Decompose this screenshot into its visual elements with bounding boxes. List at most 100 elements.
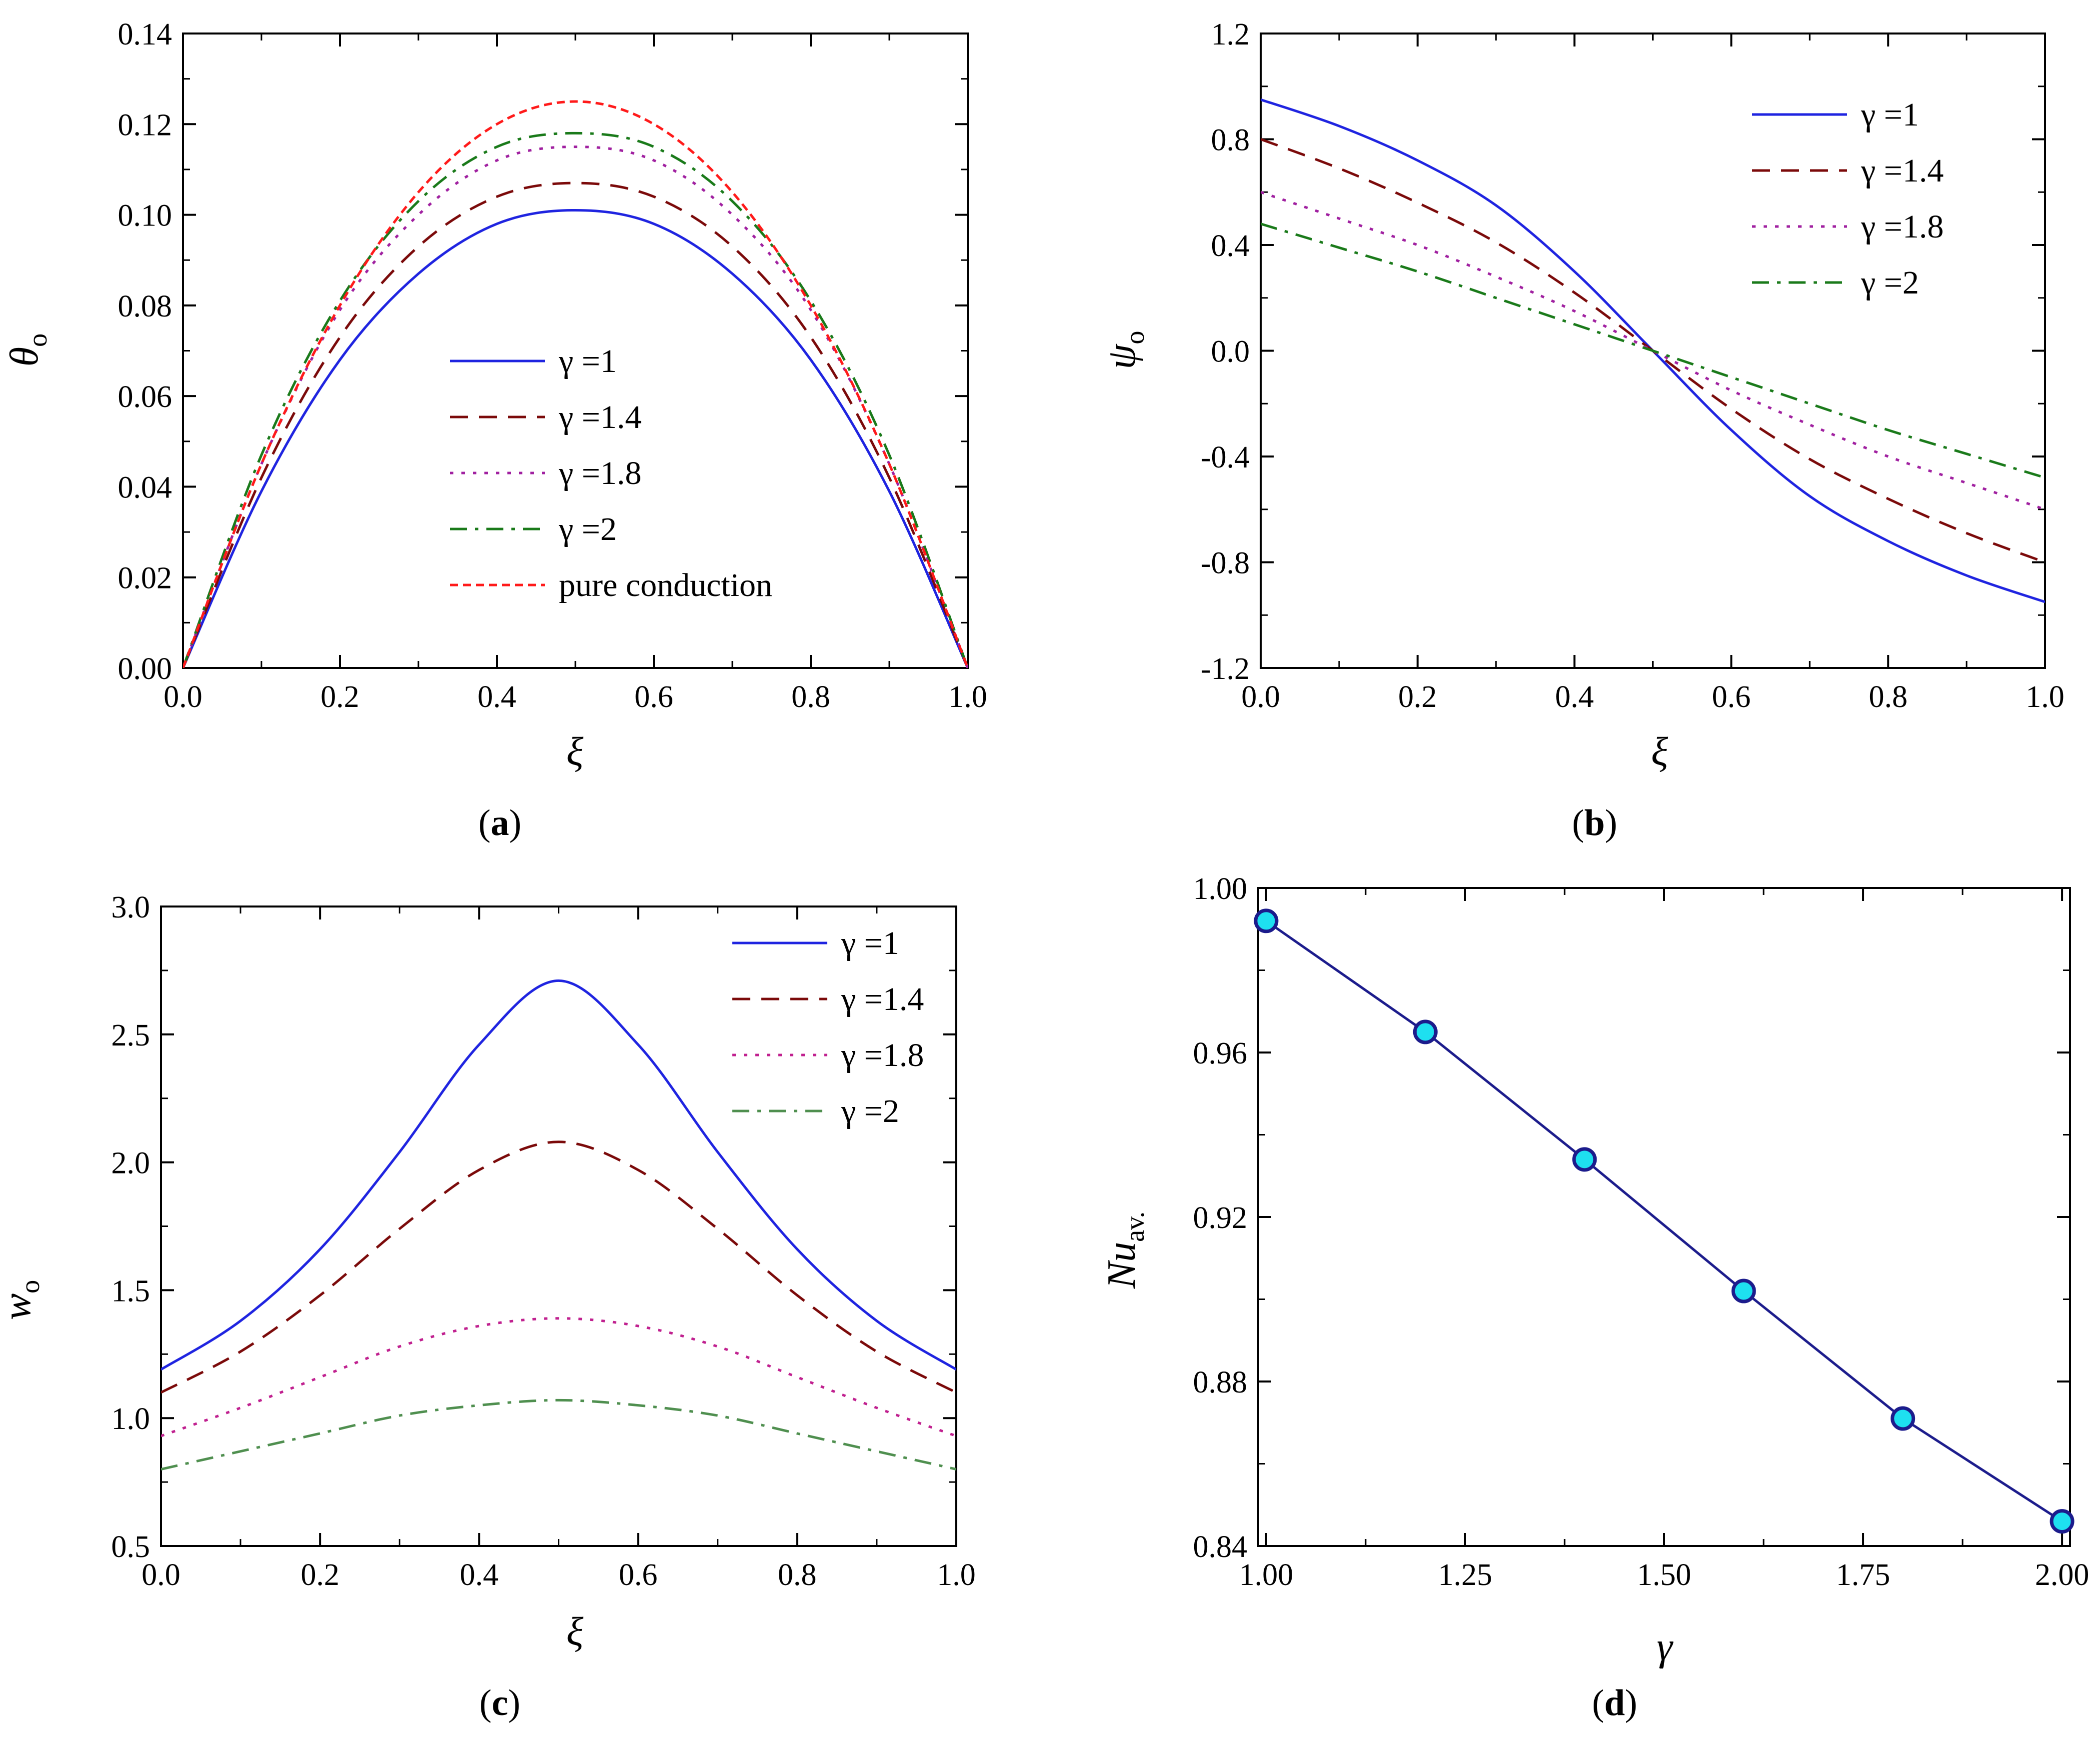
x-tick-label: 0.0 — [141, 1558, 180, 1592]
caption-close-paren: ) — [1625, 1682, 1638, 1724]
legend-label-0: γ =1 — [1861, 96, 1919, 133]
x-tick-label: 0.6 — [619, 1558, 658, 1592]
y-axis-label-group: Nuav. — [1100, 1212, 1150, 1289]
x-tick-label: 0.6 — [634, 680, 673, 714]
legend-label-0: γ =1 — [841, 925, 899, 962]
x-tick-label: 0.8 — [791, 680, 830, 714]
x-tick-label: 2.00 — [2035, 1558, 2090, 1592]
y-tick-label: -1.2 — [1201, 652, 1250, 686]
y-tick-label: 1.5 — [111, 1274, 150, 1308]
data-point-marker — [1254, 908, 1279, 934]
x-axis-label: γ — [1657, 1625, 1674, 1669]
y-axis-label-group: θo — [2, 334, 52, 366]
x-tick-label: 1.0 — [948, 680, 987, 714]
x-axis-label: ξ — [1651, 730, 1669, 774]
y-axis-label-main: θ — [2, 347, 46, 366]
data-point-marker — [1413, 1020, 1438, 1044]
data-point-marker — [1572, 1147, 1597, 1172]
y-tick-label: 0.08 — [118, 290, 172, 324]
y-tick-label: 1.0 — [111, 1402, 150, 1436]
y-axis-label-main: Nu — [1100, 1242, 1144, 1289]
caption-letter: a — [491, 802, 509, 844]
x-axis-label: ξ — [566, 730, 584, 774]
series-line-2 — [161, 1317, 956, 1438]
legend-label-0: γ =1 — [558, 343, 617, 380]
panel-caption: (b) — [1572, 802, 1617, 844]
legend-label-2: γ =1.8 — [841, 1037, 924, 1074]
y-tick-label: 1.2 — [1211, 18, 1250, 52]
x-tick-label: 0.4 — [1555, 680, 1594, 714]
x-tick-label: 0.0 — [163, 680, 202, 714]
x-tick-label: 0.2 — [320, 680, 359, 714]
x-tick-label: 0.4 — [460, 1558, 499, 1592]
y-tick-label: 0.84 — [1193, 1530, 1248, 1564]
series-line-1 — [183, 182, 968, 668]
y-tick-label: 0.04 — [118, 470, 172, 504]
y-axis-label-sub: o — [15, 1280, 45, 1294]
caption-open-paren: ( — [479, 1682, 492, 1724]
x-tick-label: 0.0 — [1241, 680, 1280, 714]
x-tick-label: 1.00 — [1239, 1558, 1294, 1592]
x-tick-label: 0.4 — [477, 680, 516, 714]
x-tick-label: 0.2 — [1398, 680, 1437, 714]
series-line-3 — [161, 1398, 956, 1470]
x-axis-label: ξ — [566, 1610, 584, 1654]
y-axis-label-sub: o — [22, 334, 52, 347]
y-tick-label: 0.8 — [1211, 124, 1250, 158]
data-point-marker — [1891, 1406, 1916, 1431]
legend-label-3: γ =2 — [841, 1093, 899, 1130]
x-tick-label: 1.0 — [2026, 680, 2065, 714]
y-axis-label: ψo — [1100, 331, 1150, 370]
x-tick-label: 0.6 — [1712, 680, 1751, 714]
y-tick-label: 0.14 — [118, 18, 172, 52]
caption-close-paren: ) — [509, 802, 522, 844]
y-axis-label-sub: o — [1120, 331, 1150, 344]
caption-close-paren: ) — [508, 1682, 520, 1724]
y-axis-label: Nuav. — [1100, 1212, 1150, 1289]
caption-open-paren: ( — [478, 802, 491, 844]
chart-c: 0.0 0.2 0.4 0.6 0.8 1.0 0.5 1.0 1.5 2.0 2.5 3.0 ξ wo (… — [0, 890, 976, 1724]
caption-letter: c — [492, 1682, 508, 1724]
y-tick-label: 2.0 — [111, 1146, 150, 1180]
series-line-0 — [1265, 920, 2063, 1522]
y-tick-label: 0.00 — [118, 652, 172, 686]
y-tick-label: 0.5 — [111, 1530, 150, 1564]
series-line-4 — [183, 100, 968, 668]
x-tick-label: 1.25 — [1438, 1558, 1493, 1592]
chart-d: 1.00 1.25 1.50 1.75 2.00 0.84 0.88 0.92 0.96 1.00… — [1100, 872, 2089, 1724]
series-line-1 — [161, 1140, 956, 1394]
data-point-marker — [1731, 1278, 1756, 1304]
caption-letter: b — [1584, 802, 1605, 844]
y-tick-label: 0.96 — [1193, 1036, 1248, 1070]
y-tick-label: 0.12 — [118, 108, 172, 142]
series-line-0 — [161, 979, 956, 1371]
legend-label-2: γ =1.8 — [1861, 208, 1944, 245]
x-tick-label: 1.75 — [1836, 1558, 1891, 1592]
y-axis-label-main: w — [0, 1294, 39, 1320]
panel-caption: (a) — [478, 802, 521, 844]
plot-frame — [160, 906, 957, 1547]
y-tick-label: 0.92 — [1193, 1201, 1248, 1235]
y-tick-label: 1.00 — [1193, 872, 1248, 906]
y-tick-label: 2.5 — [111, 1018, 150, 1052]
chart-a: 0.0 0.2 0.4 0.6 0.8 1.0 0.00 0.02 0.04 0.06 0.08 0.… — [2, 18, 987, 844]
legend-label-3: γ =2 — [558, 511, 617, 548]
caption-open-paren: ( — [1572, 802, 1585, 844]
y-tick-label: -0.4 — [1201, 440, 1250, 474]
y-tick-label: 0.06 — [118, 380, 172, 414]
x-tick-label: 0.2 — [300, 1558, 339, 1592]
x-tick-label: 0.8 — [1869, 680, 1908, 714]
series-line-3 — [1261, 222, 2045, 479]
y-tick-label: -0.8 — [1201, 546, 1250, 580]
legend-label-1: γ =1.4 — [841, 981, 924, 1018]
y-tick-label: 0.4 — [1211, 229, 1250, 263]
caption-close-paren: ) — [1605, 802, 1618, 844]
y-tick-label: 0.0 — [1211, 335, 1250, 369]
y-axis-label-sub: av. — [1120, 1212, 1150, 1242]
legend-label-4: pure conduction — [559, 567, 772, 604]
y-tick-label: 0.88 — [1193, 1366, 1248, 1400]
chart-b: 0.0 0.2 0.4 0.6 0.8 1.0 -1.2 -0.8 -0.4 0.0 0.4 0.8 1… — [1100, 18, 2065, 844]
caption-open-paren: ( — [1592, 1682, 1605, 1724]
legend-label-3: γ =2 — [1861, 264, 1919, 301]
